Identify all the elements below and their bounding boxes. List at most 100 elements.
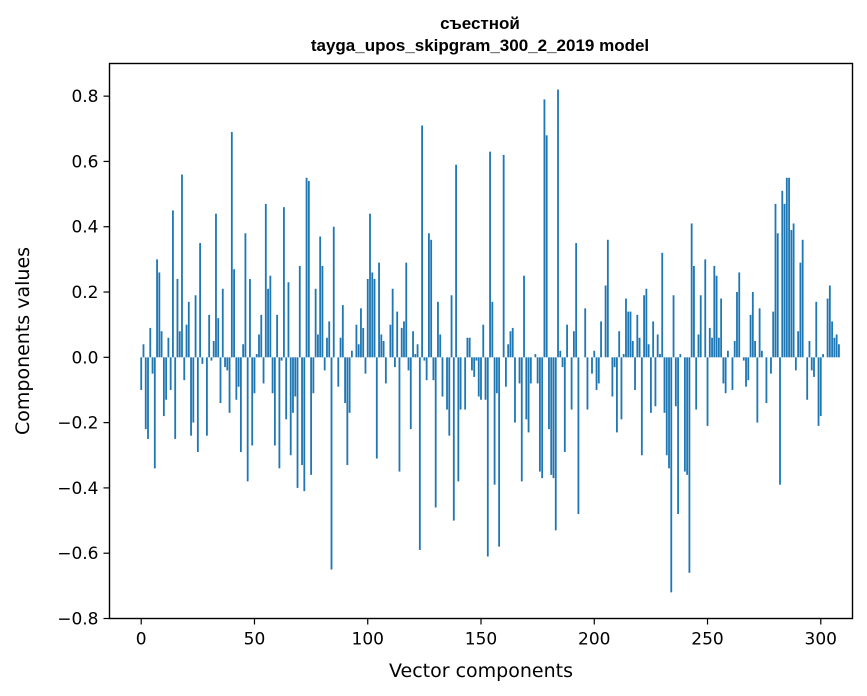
bar bbox=[643, 295, 645, 358]
bar bbox=[731, 357, 734, 390]
bar bbox=[147, 357, 149, 439]
bar bbox=[645, 288, 648, 358]
bar bbox=[514, 357, 516, 423]
bar bbox=[742, 357, 745, 361]
bar bbox=[772, 311, 775, 358]
bar bbox=[785, 177, 788, 358]
bar bbox=[577, 357, 580, 515]
bar bbox=[339, 337, 342, 358]
bar bbox=[371, 272, 374, 358]
bar bbox=[301, 357, 303, 466]
bar bbox=[781, 190, 784, 358]
bar bbox=[391, 288, 394, 358]
bar bbox=[833, 337, 836, 358]
bar bbox=[305, 177, 308, 358]
bar bbox=[471, 357, 473, 371]
bar bbox=[634, 357, 636, 390]
bar bbox=[801, 239, 804, 358]
bar bbox=[348, 357, 351, 413]
bar bbox=[258, 334, 260, 358]
bar bbox=[346, 357, 349, 466]
bar bbox=[269, 275, 272, 358]
bar bbox=[828, 285, 831, 358]
bar bbox=[452, 357, 455, 521]
bar bbox=[770, 357, 772, 374]
plot-area-frame bbox=[108, 62, 854, 620]
bar bbox=[543, 99, 546, 358]
bar-series bbox=[140, 89, 840, 593]
bar bbox=[156, 259, 158, 358]
bar bbox=[722, 357, 725, 384]
bar bbox=[389, 324, 392, 358]
bar bbox=[289, 357, 292, 456]
bar bbox=[640, 357, 643, 456]
bar bbox=[396, 311, 399, 358]
bar bbox=[253, 357, 256, 394]
bar bbox=[835, 334, 838, 358]
bar bbox=[398, 357, 401, 472]
bar bbox=[534, 354, 537, 358]
y-tick-label: −0.8 bbox=[57, 610, 98, 630]
bar bbox=[679, 354, 682, 358]
bar bbox=[557, 89, 559, 358]
bar bbox=[219, 357, 222, 404]
bar bbox=[520, 357, 523, 482]
bar bbox=[819, 357, 822, 417]
bar bbox=[292, 357, 294, 413]
bar bbox=[432, 357, 435, 381]
bar bbox=[606, 239, 609, 358]
bar bbox=[190, 357, 192, 436]
bar bbox=[421, 125, 424, 358]
bar bbox=[360, 308, 362, 358]
bar bbox=[405, 262, 408, 358]
bar bbox=[174, 357, 177, 439]
bar bbox=[172, 210, 174, 358]
x-tick-label: 250 bbox=[691, 630, 723, 650]
bar bbox=[776, 233, 779, 358]
bar bbox=[699, 295, 702, 358]
bar bbox=[242, 344, 245, 358]
bar bbox=[491, 301, 494, 358]
bar bbox=[296, 357, 299, 488]
bar bbox=[736, 292, 738, 358]
bar bbox=[332, 226, 335, 358]
bar bbox=[674, 357, 677, 407]
bar bbox=[672, 295, 675, 358]
bar bbox=[260, 314, 263, 358]
bar bbox=[215, 213, 217, 358]
bar bbox=[806, 357, 809, 400]
bar bbox=[529, 357, 532, 384]
bar bbox=[509, 331, 512, 358]
bar bbox=[638, 337, 641, 358]
bar bbox=[314, 288, 317, 358]
bar bbox=[337, 357, 340, 387]
x-axis-label: Vector components bbox=[389, 660, 573, 682]
bar bbox=[765, 357, 768, 404]
bar bbox=[294, 357, 297, 397]
bar bbox=[756, 357, 759, 423]
bar bbox=[625, 298, 627, 358]
bar bbox=[459, 357, 462, 410]
bar bbox=[196, 357, 199, 452]
bar bbox=[414, 354, 417, 358]
bar bbox=[502, 154, 505, 358]
bar bbox=[330, 357, 333, 570]
bar bbox=[799, 262, 802, 358]
bar bbox=[591, 357, 593, 374]
bar bbox=[838, 344, 840, 358]
bar bbox=[586, 357, 589, 410]
bar bbox=[153, 357, 156, 469]
bar bbox=[328, 321, 331, 358]
x-tick-label: 50 bbox=[244, 630, 266, 650]
bar bbox=[160, 331, 163, 358]
bar bbox=[661, 252, 664, 358]
bar bbox=[423, 357, 426, 361]
bar bbox=[604, 285, 607, 358]
bar bbox=[649, 357, 652, 413]
bar bbox=[708, 327, 711, 358]
bar bbox=[584, 308, 587, 358]
bar bbox=[441, 357, 444, 397]
bar bbox=[751, 292, 754, 358]
